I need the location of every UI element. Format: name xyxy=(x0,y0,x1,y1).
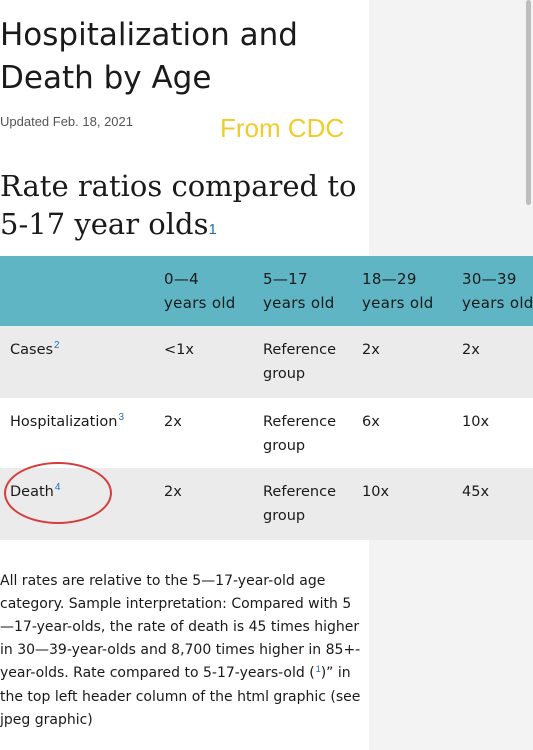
table-cell: 10x xyxy=(462,414,490,430)
scrollbar-thumb[interactable] xyxy=(526,0,531,205)
footnote-paragraph: All rates are relative to the 5—17-year-… xyxy=(0,573,361,728)
section-title-text: Rate ratios compared to 5-17 year olds xyxy=(0,169,357,241)
footnote-link[interactable]: 2 xyxy=(54,340,60,351)
page-title: Hospitalization and Death by Age xyxy=(0,17,298,96)
source-overlay-note: From CDC xyxy=(220,113,345,143)
header-cell-18-29: 18—29 years old xyxy=(362,270,434,312)
row-label-hospitalization: Hospitalization3 xyxy=(10,412,125,430)
table-header-row: 0—4 years old 5—17 years old 18—29 years ol… xyxy=(0,256,533,326)
footnote-link[interactable]: 3 xyxy=(118,412,125,423)
table-cell: Reference group xyxy=(263,484,337,524)
annotation-circle xyxy=(4,462,112,524)
footnote-link[interactable]: 1 xyxy=(315,664,321,674)
table-cell: 10x xyxy=(362,484,390,500)
rate-ratio-table: 0—4 years old 5—17 years old 18—29 years ol… xyxy=(0,256,533,540)
table-cell: Reference group xyxy=(263,342,337,382)
updated-date: Updated Feb. 18, 2021 xyxy=(0,114,133,129)
table-cell: <1x xyxy=(164,342,194,358)
table-cell: 2x xyxy=(462,342,480,358)
header-cell-30-39: 30—39 years old xyxy=(462,270,533,312)
table-cell: 2x xyxy=(362,342,380,358)
table-cell: 45x xyxy=(462,484,490,500)
section-footnote-link[interactable]: 1 xyxy=(208,221,217,238)
table-cell: 2x xyxy=(164,414,182,430)
section-title: Rate ratios compared to 5-17 year olds1 xyxy=(0,167,365,249)
table-cell: 6x xyxy=(362,414,380,430)
table-cell: 2x xyxy=(164,484,182,500)
table-row: Hospitalization3 2x Reference group 6x 10… xyxy=(0,398,533,468)
header-cell-5-17: 5—17 years old xyxy=(263,270,335,312)
row-label-cases: Cases2 xyxy=(10,340,60,358)
table-cell: Reference group xyxy=(263,414,337,454)
header-cell-0-4: 0—4 years old xyxy=(164,270,236,312)
table-row: Cases2 <1x Reference group 2x 2x xyxy=(0,326,533,398)
